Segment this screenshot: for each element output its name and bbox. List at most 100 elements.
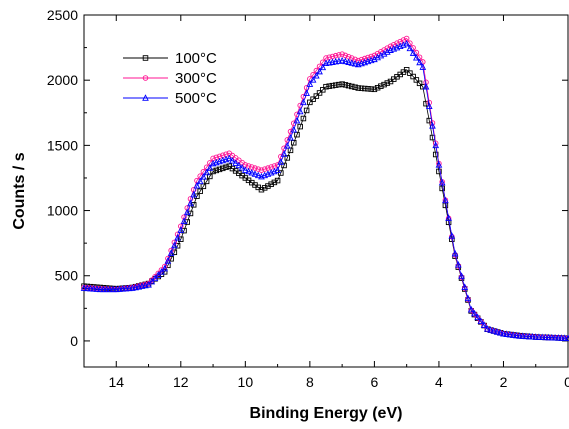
- data-point: [413, 53, 420, 61]
- data-point: [306, 80, 314, 87]
- data-point: [435, 161, 443, 168]
- data-point: [545, 333, 552, 341]
- data-point: [158, 268, 165, 275]
- data-point: [254, 171, 262, 179]
- data-point: [468, 307, 474, 314]
- series-line: [83, 37, 569, 339]
- x-tick-label: 0: [564, 374, 569, 390]
- data-point: [223, 164, 229, 171]
- data-point: [194, 193, 200, 199]
- data-point: [261, 166, 268, 172]
- data-point: [235, 161, 243, 169]
- data-point: [381, 81, 387, 88]
- data-point: [432, 151, 439, 158]
- data-point: [474, 313, 481, 321]
- data-point: [532, 333, 540, 340]
- data-point: [171, 241, 178, 249]
- data-point: [148, 277, 156, 285]
- data-point: [416, 58, 423, 66]
- data-point: [174, 231, 181, 238]
- data-point: [287, 147, 294, 154]
- data-point: [561, 334, 569, 341]
- data-point: [216, 166, 223, 173]
- data-point: [313, 93, 320, 99]
- data-point: [284, 155, 291, 161]
- data-point: [442, 196, 449, 204]
- data-point: [348, 59, 356, 66]
- data-point: [351, 59, 359, 67]
- data-point: [161, 264, 169, 272]
- data-point: [245, 167, 252, 175]
- data-point: [525, 332, 533, 340]
- data-point: [274, 166, 281, 173]
- data-point: [193, 181, 201, 189]
- data-point: [190, 202, 197, 208]
- x-tick-label: 6: [371, 374, 379, 390]
- data-point: [464, 294, 472, 302]
- legend-label: 100°C: [175, 50, 217, 67]
- data-point: [213, 167, 220, 174]
- data-point: [320, 87, 326, 93]
- data-point: [103, 285, 110, 293]
- data-point: [232, 159, 239, 166]
- data-point: [410, 73, 416, 80]
- data-point: [336, 81, 342, 88]
- x-tick-label: 8: [306, 374, 314, 390]
- data-point: [374, 84, 381, 91]
- data-point: [361, 55, 368, 62]
- data-point: [422, 82, 430, 90]
- data-point: [265, 183, 271, 189]
- data-point: [413, 77, 420, 83]
- y-tick-label: 1000: [47, 203, 78, 219]
- data-point: [277, 158, 285, 165]
- data-point: [445, 214, 452, 221]
- data-point: [274, 177, 281, 184]
- data-point: [152, 274, 158, 280]
- legend-marker: [142, 55, 149, 61]
- data-point: [467, 305, 475, 313]
- data-point: [438, 178, 446, 186]
- data-point: [258, 186, 265, 193]
- data-point: [474, 315, 481, 321]
- data-point: [229, 156, 236, 164]
- data-point: [203, 168, 210, 176]
- data-point: [248, 168, 256, 176]
- data-point: [196, 177, 204, 185]
- data-point: [339, 81, 345, 87]
- data-point: [490, 327, 498, 334]
- data-point: [290, 125, 298, 133]
- data-point: [178, 236, 184, 242]
- data-point: [352, 84, 358, 90]
- data-point: [316, 90, 323, 96]
- data-point: [493, 328, 501, 335]
- data-point: [255, 166, 261, 172]
- data-point: [542, 333, 549, 341]
- x-axis-title: Binding Energy (eV): [250, 405, 403, 422]
- data-point: [287, 134, 294, 141]
- data-point: [513, 331, 520, 339]
- data-point: [558, 334, 565, 341]
- data-point: [506, 330, 514, 338]
- data-point: [167, 249, 175, 256]
- data-point: [293, 116, 301, 124]
- data-point: [358, 56, 365, 63]
- data-point: [477, 317, 485, 324]
- data-point: [368, 86, 374, 92]
- data-point: [451, 249, 459, 257]
- data-point: [432, 141, 440, 149]
- legend-label: 500°C: [175, 90, 217, 107]
- data-point: [361, 85, 368, 92]
- data-point: [529, 333, 536, 340]
- data-point: [425, 102, 433, 110]
- data-point: [368, 53, 374, 60]
- data-point: [319, 63, 327, 71]
- data-point: [225, 154, 233, 162]
- data-point: [329, 82, 336, 89]
- data-point: [403, 67, 410, 73]
- x-tick-label: 12: [173, 374, 189, 390]
- data-point: [83, 284, 91, 292]
- data-point: [177, 226, 185, 233]
- data-point: [378, 83, 384, 89]
- data-point: [436, 168, 442, 175]
- data-point: [151, 274, 159, 282]
